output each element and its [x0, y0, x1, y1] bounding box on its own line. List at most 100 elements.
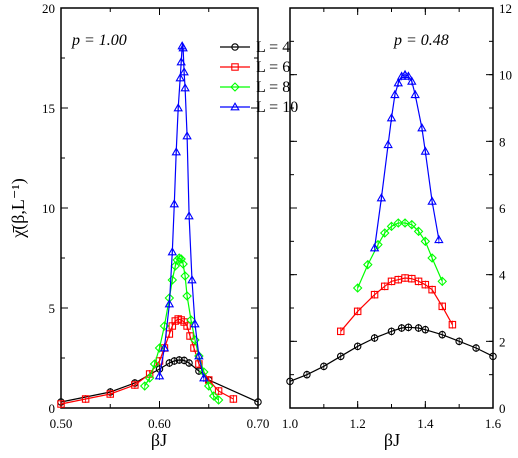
data-point [208, 391, 219, 401]
y-tick-label: 4 [499, 268, 506, 283]
data-point [387, 327, 396, 336]
legend-marker [230, 82, 240, 92]
y-tick-label: 8 [499, 134, 506, 149]
data-point [144, 373, 155, 383]
data-point [379, 228, 390, 238]
data-point [421, 325, 430, 334]
data-point [171, 147, 181, 156]
data-point [178, 43, 188, 52]
left-series-group [57, 41, 262, 408]
legend-label: L = 6 [256, 59, 290, 76]
data-point [376, 193, 387, 202]
legend: L = 4 L = 6 L = 8 L = 10 [220, 39, 298, 116]
y-tick-label: 10 [42, 201, 55, 216]
y-tick-label: 20 [42, 1, 55, 16]
data-point [169, 199, 180, 208]
data-point [410, 89, 420, 99]
data-point [167, 247, 178, 256]
x-tick-label: 1.0 [282, 416, 298, 431]
data-point [393, 218, 404, 228]
data-point [164, 299, 175, 308]
data-point [370, 334, 379, 342]
x-tick-label: 0.50 [50, 416, 73, 431]
data-point [154, 371, 165, 380]
series-line-3 [357, 222, 443, 289]
data-point [159, 343, 170, 352]
data-point [353, 342, 362, 351]
data-point [352, 283, 363, 293]
right-x-axis-label: βJ [384, 430, 400, 450]
data-point [438, 302, 446, 311]
data-point [393, 78, 404, 87]
series-line-2 [60, 318, 234, 405]
data-point [176, 254, 186, 264]
data-point [190, 319, 200, 328]
right-plot-frame [289, 7, 494, 409]
data-point [353, 307, 362, 316]
y-tick-label: 10 [499, 68, 512, 83]
legend-marker [231, 63, 239, 71]
left-x-axis-label: βJ [151, 430, 167, 450]
data-point [303, 370, 311, 379]
data-point [448, 320, 457, 329]
data-point [438, 330, 446, 339]
data-point [180, 271, 190, 281]
data-point [434, 234, 444, 244]
data-point [286, 377, 294, 386]
data-point [190, 335, 200, 345]
data-point [131, 381, 139, 389]
legend-marker [230, 102, 240, 111]
data-point [173, 103, 183, 112]
data-point [417, 123, 427, 132]
data-point [180, 83, 190, 92]
data-point [81, 395, 90, 403]
series-line-4 [374, 74, 440, 249]
y-tick-label: 6 [499, 201, 506, 216]
legend-label: L = 8 [256, 79, 290, 96]
x-tick-label: 1.6 [485, 416, 502, 431]
data-point [182, 291, 192, 301]
data-point [336, 352, 345, 361]
data-point [403, 71, 414, 80]
data-point [154, 343, 165, 353]
data-point [380, 282, 389, 291]
data-point [254, 398, 262, 406]
series-line-1 [289, 326, 494, 382]
data-point [203, 381, 214, 391]
data-point [199, 373, 209, 382]
data-point [427, 196, 437, 205]
data-point [106, 390, 115, 398]
data-point [175, 356, 183, 364]
data-point [213, 395, 224, 405]
right-series-group [286, 69, 497, 386]
data-point [178, 259, 188, 269]
data-point [400, 218, 410, 228]
left-annotation: p = 1.00 [71, 32, 127, 49]
data-point [172, 255, 183, 265]
data-point [370, 290, 379, 299]
x-tick-label: 0.70 [247, 416, 270, 431]
data-point [386, 113, 397, 122]
legend-label: L = 4 [256, 39, 290, 56]
y-tick-label: 12 [499, 1, 512, 16]
legend-label: L = 10 [256, 99, 298, 116]
data-point [174, 253, 184, 263]
data-point [182, 131, 192, 140]
data-point [421, 280, 430, 289]
data-point [185, 359, 193, 367]
x-tick-label: 1.2 [350, 416, 366, 431]
data-point [407, 76, 417, 85]
data-point [149, 359, 160, 369]
data-point [170, 357, 179, 365]
data-point [489, 352, 497, 361]
data-point [396, 71, 407, 80]
data-point [139, 381, 150, 391]
data-point [407, 219, 417, 230]
y-tick-label: 2 [499, 334, 506, 349]
right-panel: 1.0 1.2 1.4 1.60 2 4 6 8 10 12 p = 0.48 βJ [282, 1, 512, 450]
data-point [383, 139, 393, 149]
data-point [184, 211, 194, 220]
data-point [229, 395, 238, 403]
left-panel: 0.50 0.60 0.70 0 5 10 15 20 p = 1.00 βJ χ̄(β,L⁻… [8, 1, 298, 450]
